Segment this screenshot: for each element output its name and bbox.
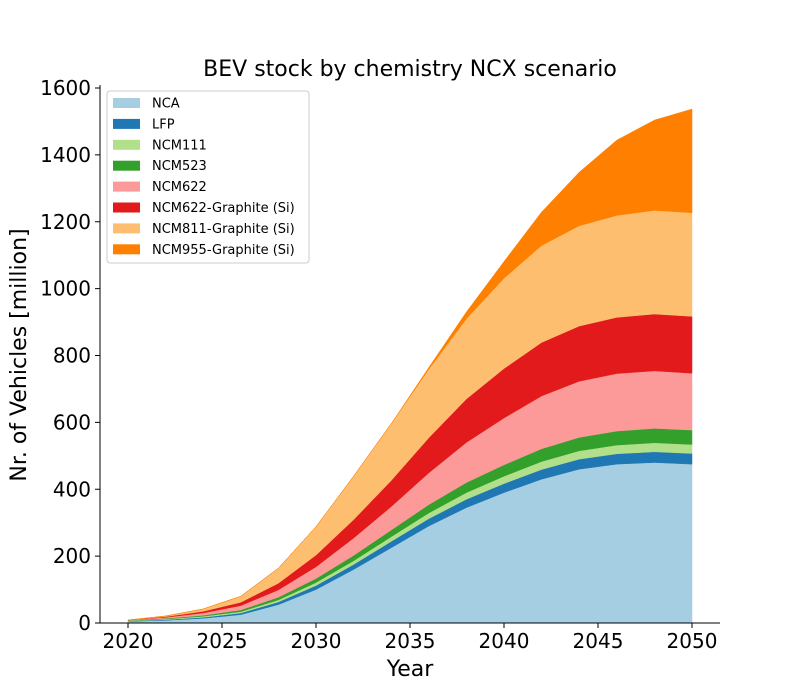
y-tick-label: 0	[78, 611, 91, 635]
legend-label: NCM622	[152, 180, 207, 195]
x-axis-label: Year	[386, 657, 435, 682]
legend-swatch	[113, 139, 140, 150]
area-layers	[127, 108, 693, 624]
legend-swatch	[113, 98, 140, 108]
y-tick-label: 1000	[40, 277, 91, 301]
x-tick-label: 2050	[667, 629, 718, 653]
legend-label: NCM811-Graphite (Si)	[152, 222, 295, 237]
x-tick-label: 2040	[479, 629, 530, 653]
legend-swatch	[113, 244, 140, 255]
x-tick-label: 2025	[197, 629, 248, 653]
legend-swatch	[113, 118, 140, 129]
axes: 2020 2025 2030 2035 2040 2045 2050 0 200 400 600 80…	[40, 76, 720, 653]
y-tick-label: 400	[53, 477, 91, 501]
y-tick-label: 600	[53, 410, 91, 434]
x-tick-label: 2035	[385, 629, 436, 653]
y-axis-label: Nr. of Vehicles [million]	[7, 228, 32, 481]
legend-label: LFP	[152, 117, 175, 132]
area-ncm955-graphite-si	[127, 108, 693, 621]
legend-label: NCA	[152, 97, 180, 112]
x-tick-label: 2045	[573, 629, 624, 653]
legend-swatch	[113, 160, 140, 171]
legend-swatch	[113, 202, 140, 213]
y-tick-label: 800	[53, 344, 91, 368]
legend-label: NCM622-Graphite (Si)	[152, 201, 295, 216]
chart-title: BEV stock by chemistry NCX scenario	[203, 57, 617, 82]
legend-label: NCM111	[152, 138, 207, 153]
legend: NCA LFP NCM111 NCM523 NCM622 NCM622-Graphite …	[106, 90, 310, 264]
x-tick-label: 2020	[103, 629, 154, 653]
legend-swatch	[113, 181, 140, 192]
x-tick-label: 2030	[291, 629, 342, 653]
y-tick-label: 200	[53, 544, 91, 568]
y-tick-label: 1400	[40, 143, 91, 167]
legend-swatch	[113, 223, 140, 234]
legend-frame	[106, 90, 310, 264]
legend-label: NCM955-Graphite (Si)	[152, 243, 295, 258]
y-tick-label: 1200	[40, 210, 91, 234]
y-tick-label: 1600	[40, 76, 91, 100]
legend-label: NCM523	[152, 159, 207, 174]
